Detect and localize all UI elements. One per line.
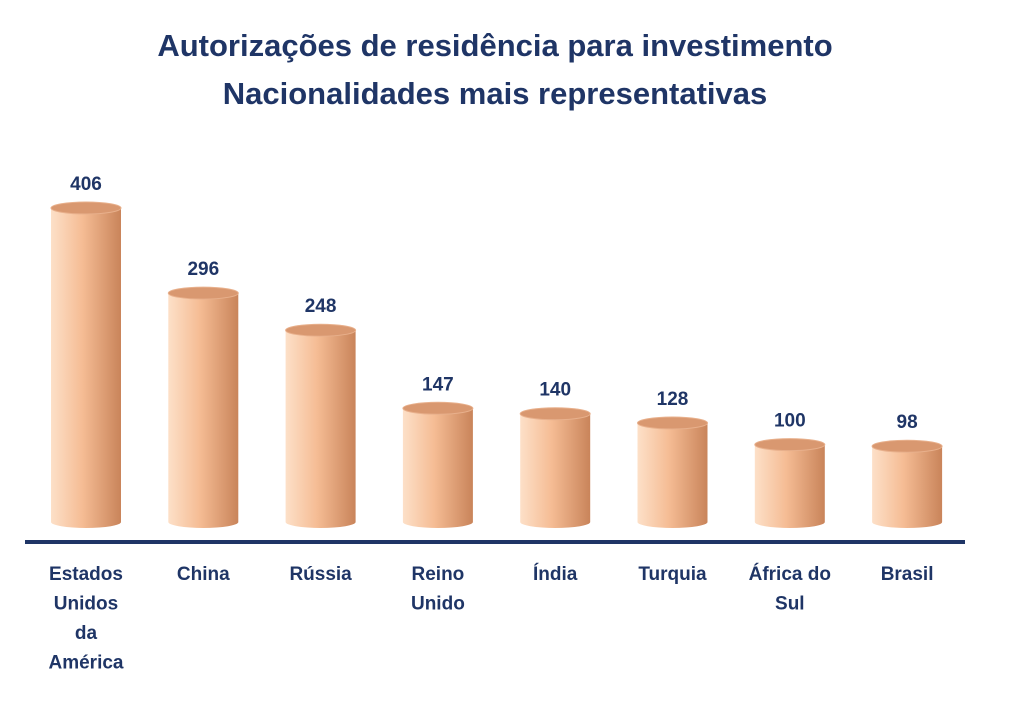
x-tick-label-2-0: Rússia: [289, 564, 352, 585]
data-label-6: 100: [774, 411, 806, 432]
bar-top-3: [402, 401, 474, 415]
data-label-2: 248: [305, 296, 337, 317]
bar-top-5: [637, 416, 708, 430]
x-tick-label-0-1: Unidos: [54, 594, 118, 615]
bars-group: 406 296 248 147 140 128 100 98: [50, 174, 943, 528]
x-tick-label-6-1: Sul: [775, 594, 805, 615]
bar-top-1: [167, 286, 239, 300]
bar-top-7: [871, 439, 943, 453]
data-label-7: 98: [897, 412, 918, 433]
bar-top-0: [50, 201, 122, 215]
data-label-1: 296: [187, 259, 219, 280]
bar-top-4: [519, 407, 591, 421]
data-label-3: 147: [422, 374, 454, 395]
data-label-4: 140: [539, 380, 571, 401]
bar-top-2: [285, 323, 357, 337]
bar-7: [872, 446, 943, 528]
bar-1: [168, 293, 239, 528]
x-tick-label-7-0: Brasil: [881, 564, 934, 585]
x-tick-label-0-3: América: [49, 653, 124, 674]
bar-2: [285, 330, 356, 528]
data-label-0: 406: [70, 174, 102, 195]
x-tick-label-6-0: África do: [749, 563, 831, 585]
x-tick-label-5-0: Turquia: [638, 564, 707, 585]
chart-title: Autorizações de residência para investim…: [0, 22, 990, 118]
chart-title-line-2: Nacionalidades mais representativas: [222, 76, 768, 111]
x-tick-label-4-0: Índia: [533, 563, 578, 585]
bar-6: [754, 444, 825, 528]
x-tick-label-0-0: Estados: [49, 564, 123, 585]
bar-0: [51, 208, 121, 528]
x-tick-label-0-2: da: [75, 623, 98, 644]
x-tick-label-1-0: China: [177, 564, 230, 585]
data-label-5: 128: [657, 389, 689, 410]
chart-title-line-1: Autorizações de residência para investim…: [157, 28, 833, 63]
x-tick-label-3-0: Reino: [412, 564, 465, 585]
bar-5: [637, 423, 708, 528]
bar-3: [402, 408, 473, 528]
bar-4: [520, 413, 591, 528]
x-tick-labels: Estados Unidos da América China Rússia Reino Un…: [49, 563, 934, 674]
bar-top-6: [754, 438, 826, 452]
x-tick-label-3-1: Unido: [411, 594, 465, 615]
